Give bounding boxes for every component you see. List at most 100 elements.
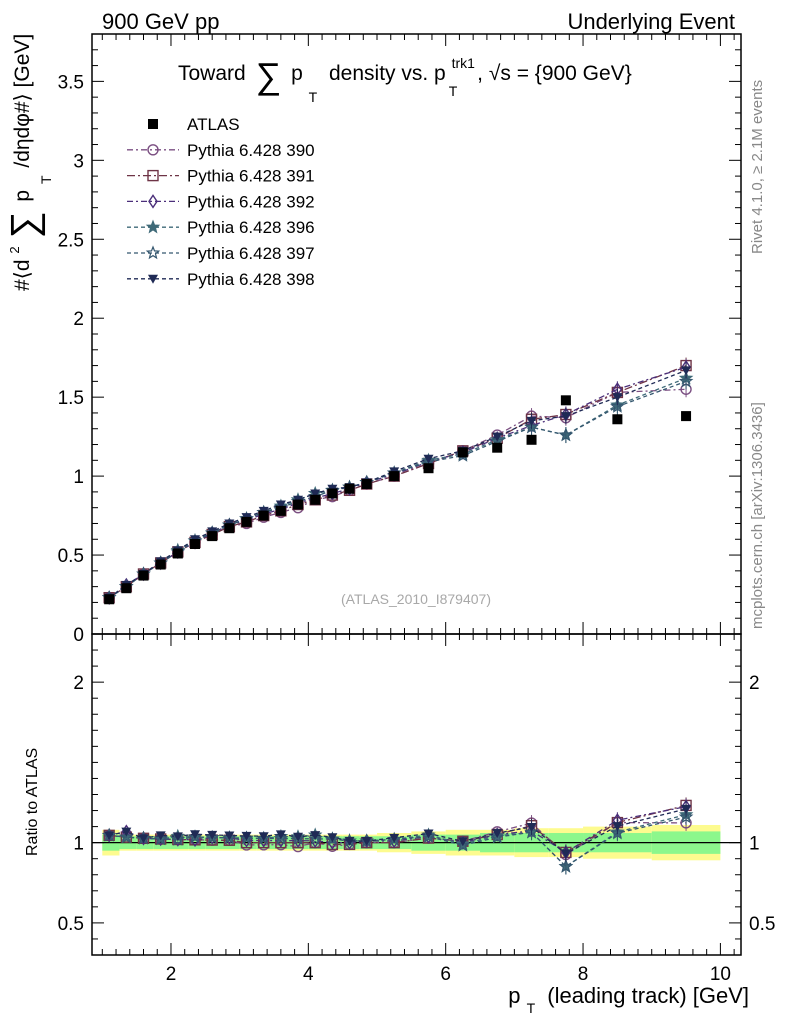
legend-label: Pythia 6.428 390: [187, 141, 315, 160]
xlabel-sub-t: T: [527, 1000, 536, 1016]
ratio-series-point: [258, 832, 269, 842]
ratio-series-point: [455, 837, 471, 852]
ratio-series-point: [560, 849, 571, 859]
ratio-series-point: [224, 831, 235, 841]
series-line: [108, 380, 687, 599]
x-tick-label: 10: [710, 964, 731, 985]
ratio-series-point: [492, 829, 503, 839]
ratio-series-point: [344, 836, 355, 846]
y-tick-label: 0.5: [58, 546, 84, 567]
atlas-data-point: [344, 483, 355, 494]
atlas-data-point: [190, 539, 201, 549]
ratio-series-point: [121, 827, 132, 837]
series-point: [423, 454, 434, 464]
atlas-data-point: [275, 505, 286, 516]
atlas-data-point: [389, 471, 400, 482]
xlabel-p: p: [508, 983, 520, 1008]
series-point: [524, 419, 539, 434]
atlas-data-point: [423, 463, 434, 474]
series-line: [108, 377, 687, 599]
atlas-data-point: [207, 531, 218, 542]
series-point: [275, 500, 286, 510]
atlas-data-point: [155, 559, 166, 570]
ratio-series-point: [190, 830, 201, 840]
legend: ATLAS Pythia 6.428 390 Pythia 6.428 391 Pyt…: [127, 115, 315, 289]
title-sqrt-s: , √s = {900 GeV}: [477, 62, 632, 85]
ratio-series-point: [526, 822, 537, 832]
ratio-series-point: [170, 831, 186, 846]
y-axis-label: #⟨d 2 ∑ p T /dηdφ#⟩ [GeV]: [1, 34, 56, 291]
main-axes: 0 0.5 1 1.5 2 2.5 3 3.5: [58, 33, 742, 646]
atlas-data-point: [612, 414, 623, 425]
xlabel-rest: (leading track) [GeV]: [547, 983, 749, 1008]
ratio-series-point: [241, 831, 252, 841]
atlas-data-point: [293, 499, 304, 510]
ratio-series-point: [307, 831, 323, 846]
ratio-series-point: [138, 834, 149, 844]
ratio-tick-label: 0.5: [58, 914, 84, 935]
legend-label: Pythia 6.428 391: [187, 167, 315, 186]
ylabel-sum: ∑: [4, 211, 46, 238]
ratio-series-point: [327, 833, 338, 843]
ratio-tick-label-right: 0.5: [749, 914, 775, 935]
y-tick-label: 3.5: [58, 72, 84, 93]
ratio-series-point: [457, 837, 468, 847]
series-line: [108, 388, 687, 599]
legend-label: Pythia 6.428 397: [187, 244, 315, 263]
ylabel-p: p: [11, 190, 34, 202]
atlas-data-point: [224, 523, 235, 534]
legend-marker: [147, 169, 159, 182]
ylabel-part-2: /dηdφ#⟩ [GeV]: [11, 34, 34, 168]
title-toward: Toward: [178, 62, 246, 85]
atlas-data-point: [138, 570, 149, 581]
chart-title: Toward ∑ p T density vs. p trk1 T , √s =…: [178, 50, 632, 107]
title-p: p: [291, 62, 303, 85]
x-tick-label: 6: [440, 964, 451, 985]
x-tick-label: 2: [166, 964, 177, 985]
ratio-series-point: [681, 804, 692, 814]
ratio-y-axis-label: Ratio to ATLAS: [24, 748, 41, 856]
atlas-data-point: [327, 488, 338, 499]
series-point: [558, 427, 574, 442]
y-tick-label: 1.5: [58, 388, 84, 409]
y-tick-label: 1: [73, 467, 84, 488]
ratio-series-point: [489, 829, 505, 844]
ratio-series-point: [153, 831, 168, 846]
legend-label: Pythia 6.428 392: [187, 192, 315, 211]
ylabel-sup-2: 2: [7, 246, 22, 253]
svg-text:#⟨d 2 ∑ p: #⟨d 2 ∑ p T /dηdφ#⟩ [GeV]: [1, 34, 56, 291]
atlas-data-point: [104, 594, 115, 605]
ratio-series-point: [293, 832, 304, 842]
legend-marker: [147, 144, 159, 156]
atlas-data-point: [172, 548, 183, 559]
series-line: [108, 364, 687, 599]
legend-label: Pythia 6.428 398: [187, 270, 315, 289]
main-series: [101, 357, 694, 605]
ratio-series-point: [155, 831, 166, 841]
ratio-tick-label-right: 1: [749, 834, 760, 855]
title-density: density vs. p: [329, 62, 446, 85]
atlas-data-point: [258, 510, 269, 521]
ratio-series-point: [389, 833, 400, 843]
ylabel-sub-t: T: [38, 175, 54, 184]
ratio-series-point: [361, 836, 372, 846]
x-axis-label: p T (leading track) [GeV]: [508, 983, 749, 1018]
y-tick-label: 3: [73, 151, 84, 172]
ratio-series-point: [612, 822, 623, 832]
ratio-tick-label: 1: [73, 834, 84, 855]
analysis-watermark: (ATLAS_2010_I879407): [341, 591, 491, 607]
ylabel-part-1: #⟨d: [11, 259, 34, 291]
ratio-series-point: [610, 825, 625, 840]
ratio-series-point: [207, 830, 218, 840]
legend-marker: [148, 194, 158, 209]
title-sub-t: T: [309, 89, 318, 105]
ratio-series: [101, 797, 694, 875]
x-tick-label: 4: [303, 964, 314, 985]
ratio-series-point: [187, 829, 203, 844]
ratio-series-line: [109, 808, 687, 855]
ratio-tick-label-right: 2: [749, 673, 760, 694]
ratio-plot-frame: [91, 633, 742, 956]
atlas-data-point: [492, 442, 503, 453]
title-sub-t2: T: [449, 83, 458, 99]
